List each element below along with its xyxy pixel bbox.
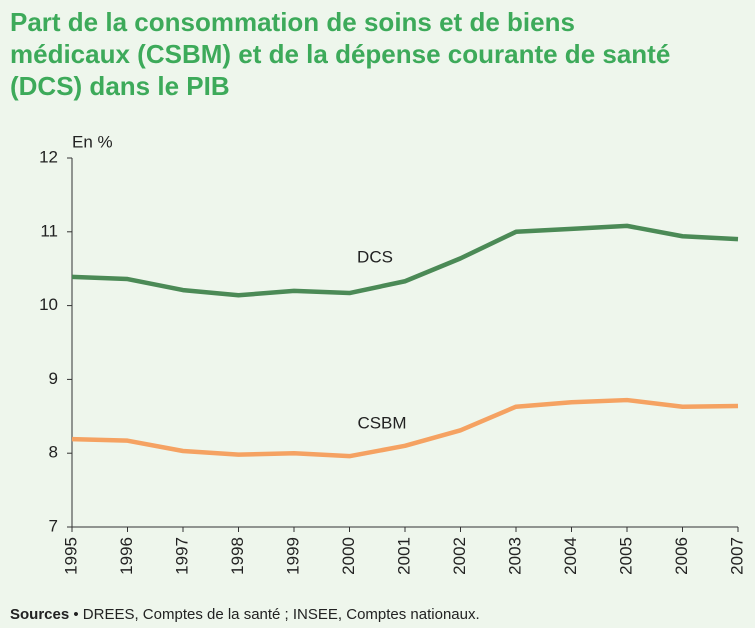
source-label: Sources	[10, 606, 70, 623]
y-tick-label: 8	[49, 443, 58, 462]
series-label: DCS	[357, 247, 393, 266]
x-tick-label: 2001	[394, 537, 413, 575]
x-tick-label: 1998	[228, 537, 247, 575]
x-tick-label: 2006	[672, 537, 691, 575]
y-tick-label: 10	[39, 295, 58, 314]
series-line	[71, 397, 739, 459]
y-axis-label: En %	[72, 132, 113, 151]
y-tick-label: 7	[49, 516, 58, 535]
y-tick-label: 12	[39, 147, 58, 166]
x-tick-label: 1995	[61, 537, 80, 575]
x-tick-label: 2004	[561, 537, 580, 575]
source-text: • DREES, Comptes de la santé ; INSEE, Co…	[73, 606, 480, 623]
x-tick-label: 2003	[505, 537, 524, 575]
series-line	[71, 223, 739, 298]
source: Sources • DREES, Comptes de la santé ; I…	[10, 606, 480, 623]
x-tick-label: 1996	[117, 537, 136, 575]
y-tick-label: 9	[49, 369, 58, 388]
chart: En % 7 8 9 10 11 12 1995 1996 1997 1998 1999 2000 20…	[39, 132, 746, 575]
x-tick-label: 2000	[339, 537, 358, 575]
x-tick-label: 2005	[616, 537, 635, 575]
series-label: CSBM	[357, 413, 406, 432]
y-tick-label: 11	[40, 221, 58, 240]
chart-title: Part de la consommation de soins et de b…	[10, 7, 671, 101]
x-tick-label: 2002	[450, 537, 469, 575]
x-tick-label: 2007	[727, 537, 746, 575]
x-tick-label: 1999	[283, 537, 302, 575]
x-tick-label: 1997	[172, 537, 191, 575]
